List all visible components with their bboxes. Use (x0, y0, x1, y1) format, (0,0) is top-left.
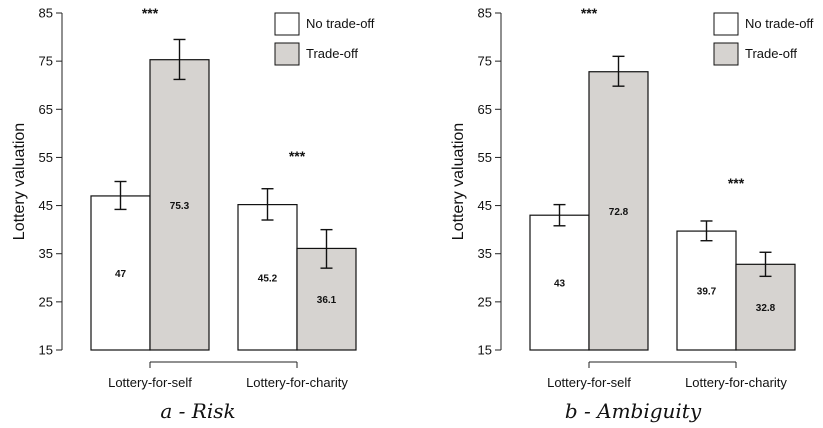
significance-stars: *** (581, 5, 598, 21)
bar-value-label: 45.2 (258, 273, 278, 284)
bar-value-label: 43 (554, 279, 566, 290)
y-axis-label: Lottery valuation (450, 123, 467, 240)
bar (735, 263, 796, 351)
chart-panel-ambiguity: 15 25 35 45 55 65 75 85 Lottery valuation Lottery… (450, 5, 814, 423)
y-tick-label: 25 (39, 294, 53, 309)
legend-label: No trade-off (745, 16, 814, 31)
bar-value-label: 75.3 (170, 201, 190, 212)
bar-value-label: 32.8 (756, 303, 776, 314)
y-tick-label: 15 (478, 343, 492, 358)
y-tick-label: 15 (39, 343, 53, 358)
y-tick-label: 85 (39, 6, 53, 21)
y-tick-label: 75 (39, 54, 53, 69)
bar-value-label: 39.7 (697, 287, 717, 298)
x-category-label: Lottery-for-self (108, 375, 192, 390)
y-tick-label: 45 (39, 198, 53, 213)
y-tick-label: 75 (478, 54, 492, 69)
significance-stars: *** (142, 5, 159, 21)
x-category-label: Lottery-for-charity (246, 375, 348, 390)
legend-label: Trade-off (745, 46, 797, 61)
legend-swatch (274, 42, 300, 66)
bar (90, 195, 151, 351)
x-category-label: Lottery-for-self (547, 375, 631, 390)
legend-swatch (713, 42, 739, 66)
legend-label: Trade-off (306, 46, 358, 61)
panel-caption: a - Risk (160, 399, 235, 423)
y-tick-label: 65 (39, 102, 53, 117)
y-tick-label: 45 (478, 198, 492, 213)
chart-panel-risk: 15 25 35 45 55 65 75 85 Lottery valuation Lottery… (11, 5, 375, 423)
x-category-label: Lottery-for-charity (685, 375, 787, 390)
legend-swatch (274, 12, 300, 36)
legend-label: No trade-off (306, 16, 375, 31)
bar-value-label: 36.1 (317, 295, 337, 306)
y-tick-label: 55 (39, 150, 53, 165)
bar (588, 71, 649, 351)
y-tick-label: 35 (478, 246, 492, 261)
bar (529, 214, 590, 351)
y-tick-label: 35 (39, 246, 53, 261)
y-tick-label: 55 (478, 150, 492, 165)
y-tick-label: 65 (478, 102, 492, 117)
bar-value-label: 47 (115, 269, 127, 280)
y-tick-label: 85 (478, 6, 492, 21)
significance-stars: *** (289, 148, 306, 164)
y-axis-label: Lottery valuation (11, 123, 28, 240)
panel-caption: b - Ambiguity (565, 399, 702, 423)
bar-value-label: 72.8 (609, 207, 629, 218)
legend-swatch (713, 12, 739, 36)
significance-stars: *** (728, 175, 745, 191)
y-tick-label: 25 (478, 294, 492, 309)
